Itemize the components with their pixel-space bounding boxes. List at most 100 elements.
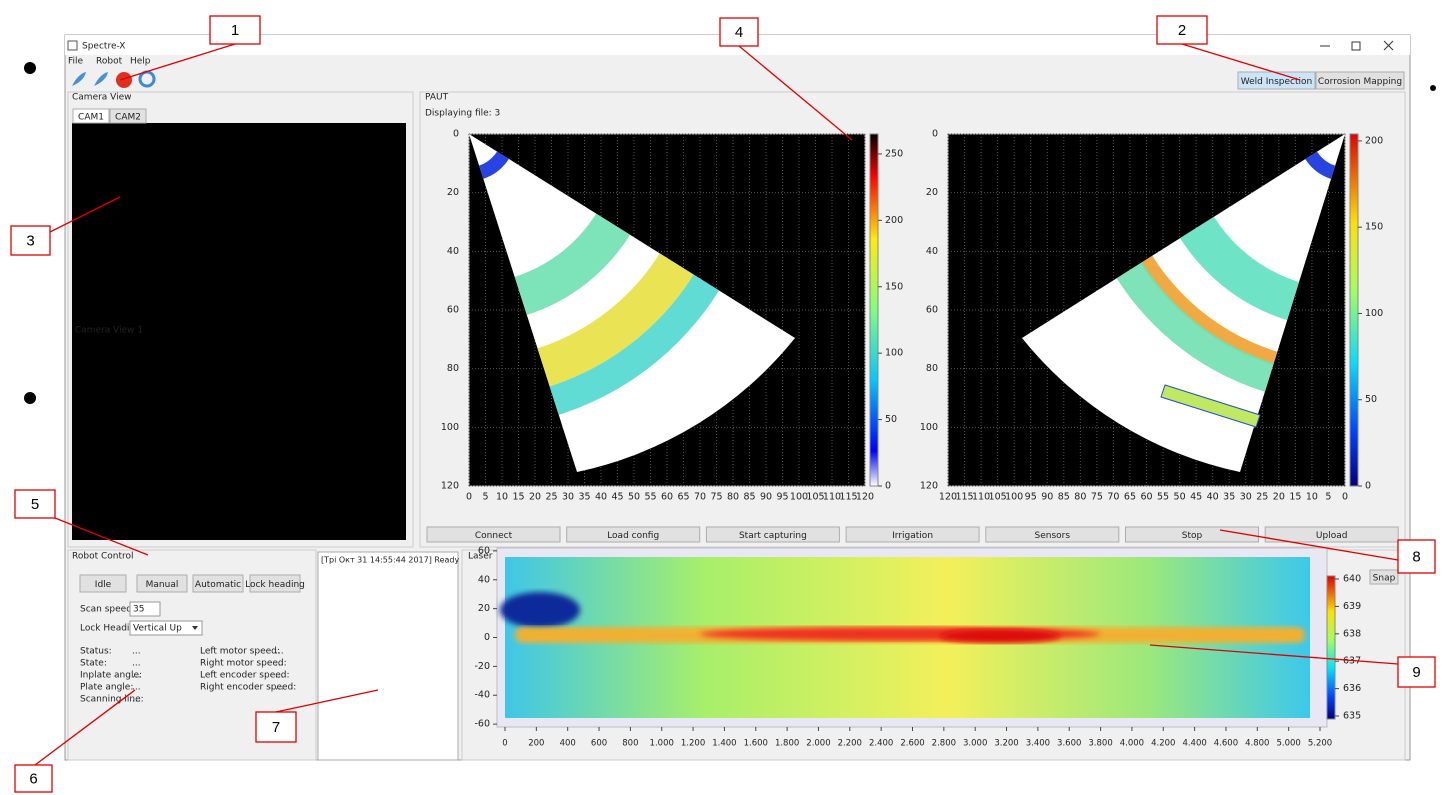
x-tick-label: 40 xyxy=(595,492,607,503)
x-tick-label: 1.800 xyxy=(775,739,799,749)
callout-number: 5 xyxy=(31,496,39,513)
x-tick-label: 2.000 xyxy=(806,739,830,749)
y-tick-label: 120 xyxy=(920,481,938,492)
colorbar xyxy=(1350,134,1358,486)
x-tick-label: 5 xyxy=(482,492,488,503)
y-tick-label: 40 xyxy=(926,246,938,257)
x-tick-label: 115 xyxy=(955,492,973,503)
colorbar xyxy=(870,134,878,486)
x-tick-label: 1.000 xyxy=(650,739,674,749)
robot-mode-button-label: Lock heading xyxy=(245,580,305,590)
status-value: ... xyxy=(132,647,141,657)
bullet xyxy=(1430,85,1436,91)
x-tick-label: 95 xyxy=(1025,492,1037,503)
colorbar-tick-label: 150 xyxy=(885,281,903,292)
status-label: Right motor speed: xyxy=(200,659,287,669)
x-tick-label: 25 xyxy=(1256,492,1268,503)
x-tick-label: 75 xyxy=(710,492,722,503)
status-value: ... xyxy=(275,683,284,693)
x-tick-label: 90 xyxy=(1041,492,1053,503)
y-tick-label: 60 xyxy=(478,545,490,556)
x-tick-label: 50 xyxy=(1174,492,1186,503)
colorbar-tick-label: 150 xyxy=(1365,222,1383,233)
x-tick-label: 3.400 xyxy=(1026,739,1050,749)
x-tick-label: 115 xyxy=(839,492,857,503)
x-tick-label: 0 xyxy=(466,492,472,503)
x-tick-label: 55 xyxy=(644,492,656,503)
colorbar-tick-label: 640 xyxy=(1343,574,1361,585)
y-tick-label: 80 xyxy=(926,363,938,374)
x-tick-label: 4.800 xyxy=(1245,739,1269,749)
callout-number: 7 xyxy=(272,719,280,736)
x-tick-label: 65 xyxy=(677,492,689,503)
colorbar-tick-label: 50 xyxy=(1365,394,1377,405)
callout-number: 8 xyxy=(1412,548,1420,565)
status-label: State: xyxy=(80,659,107,669)
mode-tab-label: Weld Inspection xyxy=(1241,77,1312,87)
x-tick-label: 105 xyxy=(989,492,1007,503)
screenshot: Spectre-XFileRobotHelpWeld InspectionCor… xyxy=(0,0,1449,795)
x-tick-label: 100 xyxy=(790,492,808,503)
x-tick-label: 120 xyxy=(856,492,874,503)
colorbar-tick-label: 635 xyxy=(1343,711,1361,722)
colorbar-tick-label: 639 xyxy=(1343,601,1361,612)
x-tick-label: 0 xyxy=(502,739,507,749)
x-tick-label: 70 xyxy=(1107,492,1119,503)
x-tick-label: 110 xyxy=(823,492,841,503)
y-tick-label: 0 xyxy=(932,129,938,140)
x-tick-label: 0 xyxy=(1342,492,1348,503)
y-tick-label: 0 xyxy=(484,632,490,643)
x-tick-label: 4.000 xyxy=(1120,739,1144,749)
paut-button-label: Stop xyxy=(1182,531,1203,541)
y-tick-label: 20 xyxy=(447,187,459,198)
lock-heading-value: Vertical Up xyxy=(133,624,182,634)
x-tick-label: 55 xyxy=(1157,492,1169,503)
y-tick-label: -40 xyxy=(474,690,490,701)
y-tick-label: -60 xyxy=(474,719,490,730)
status-label: Plate angle: xyxy=(80,683,133,693)
page: { "callouts": ["1", "2", "3", "4", "5", … xyxy=(0,0,1449,795)
paut-button-label: Load config xyxy=(607,531,659,541)
x-tick-label: 800 xyxy=(622,739,638,749)
robot-mode-button-label: Manual xyxy=(146,580,179,590)
x-tick-label: 2.800 xyxy=(932,739,956,749)
x-tick-label: 30 xyxy=(1240,492,1252,503)
x-tick-label: 10 xyxy=(496,492,508,503)
x-tick-label: 65 xyxy=(1124,492,1136,503)
colorbar-tick-label: 636 xyxy=(1343,683,1361,694)
x-tick-label: 50 xyxy=(628,492,640,503)
menu-item: Help xyxy=(130,57,151,67)
tool-record[interactable] xyxy=(116,72,132,88)
x-tick-label: 5 xyxy=(1325,492,1331,503)
x-tick-label: 60 xyxy=(1140,492,1152,503)
callout-number: 4 xyxy=(735,24,743,41)
status-value: ... xyxy=(275,671,284,681)
x-tick-label: 3.200 xyxy=(994,739,1018,749)
x-tick-label: 1.400 xyxy=(712,739,736,749)
y-tick-label: 120 xyxy=(441,481,459,492)
callout-number: 2 xyxy=(1178,22,1186,39)
bullet xyxy=(24,62,36,74)
snap-button-label: Snap xyxy=(1373,574,1396,584)
x-tick-label: 85 xyxy=(1058,492,1070,503)
status-label: Left motor speed: xyxy=(200,647,280,657)
y-tick-label: 0 xyxy=(453,129,459,140)
x-tick-label: 15 xyxy=(512,492,524,503)
log-text: [Трі Окт 31 14:55:44 2017] Ready xyxy=(321,556,460,565)
x-tick-label: 4.400 xyxy=(1182,739,1206,749)
callout-number: 3 xyxy=(26,232,34,249)
x-tick-label: 2.200 xyxy=(838,739,862,749)
status-value: ... xyxy=(275,659,284,669)
x-tick-label: 120 xyxy=(939,492,957,503)
log-box xyxy=(318,552,458,760)
robot-mode-button-label: Automatic xyxy=(195,580,241,590)
x-tick-label: 105 xyxy=(806,492,824,503)
x-tick-label: 80 xyxy=(727,492,739,503)
paut-button-label: Upload xyxy=(1316,531,1348,541)
x-tick-label: 35 xyxy=(1223,492,1235,503)
camera-label: Camera View 1 xyxy=(75,326,143,336)
colorbar-tick-label: 638 xyxy=(1343,628,1361,639)
paut-button-label: Start capturing xyxy=(739,531,807,541)
panel-title: Camera View xyxy=(72,93,132,103)
menu-item: Robot xyxy=(96,57,123,67)
